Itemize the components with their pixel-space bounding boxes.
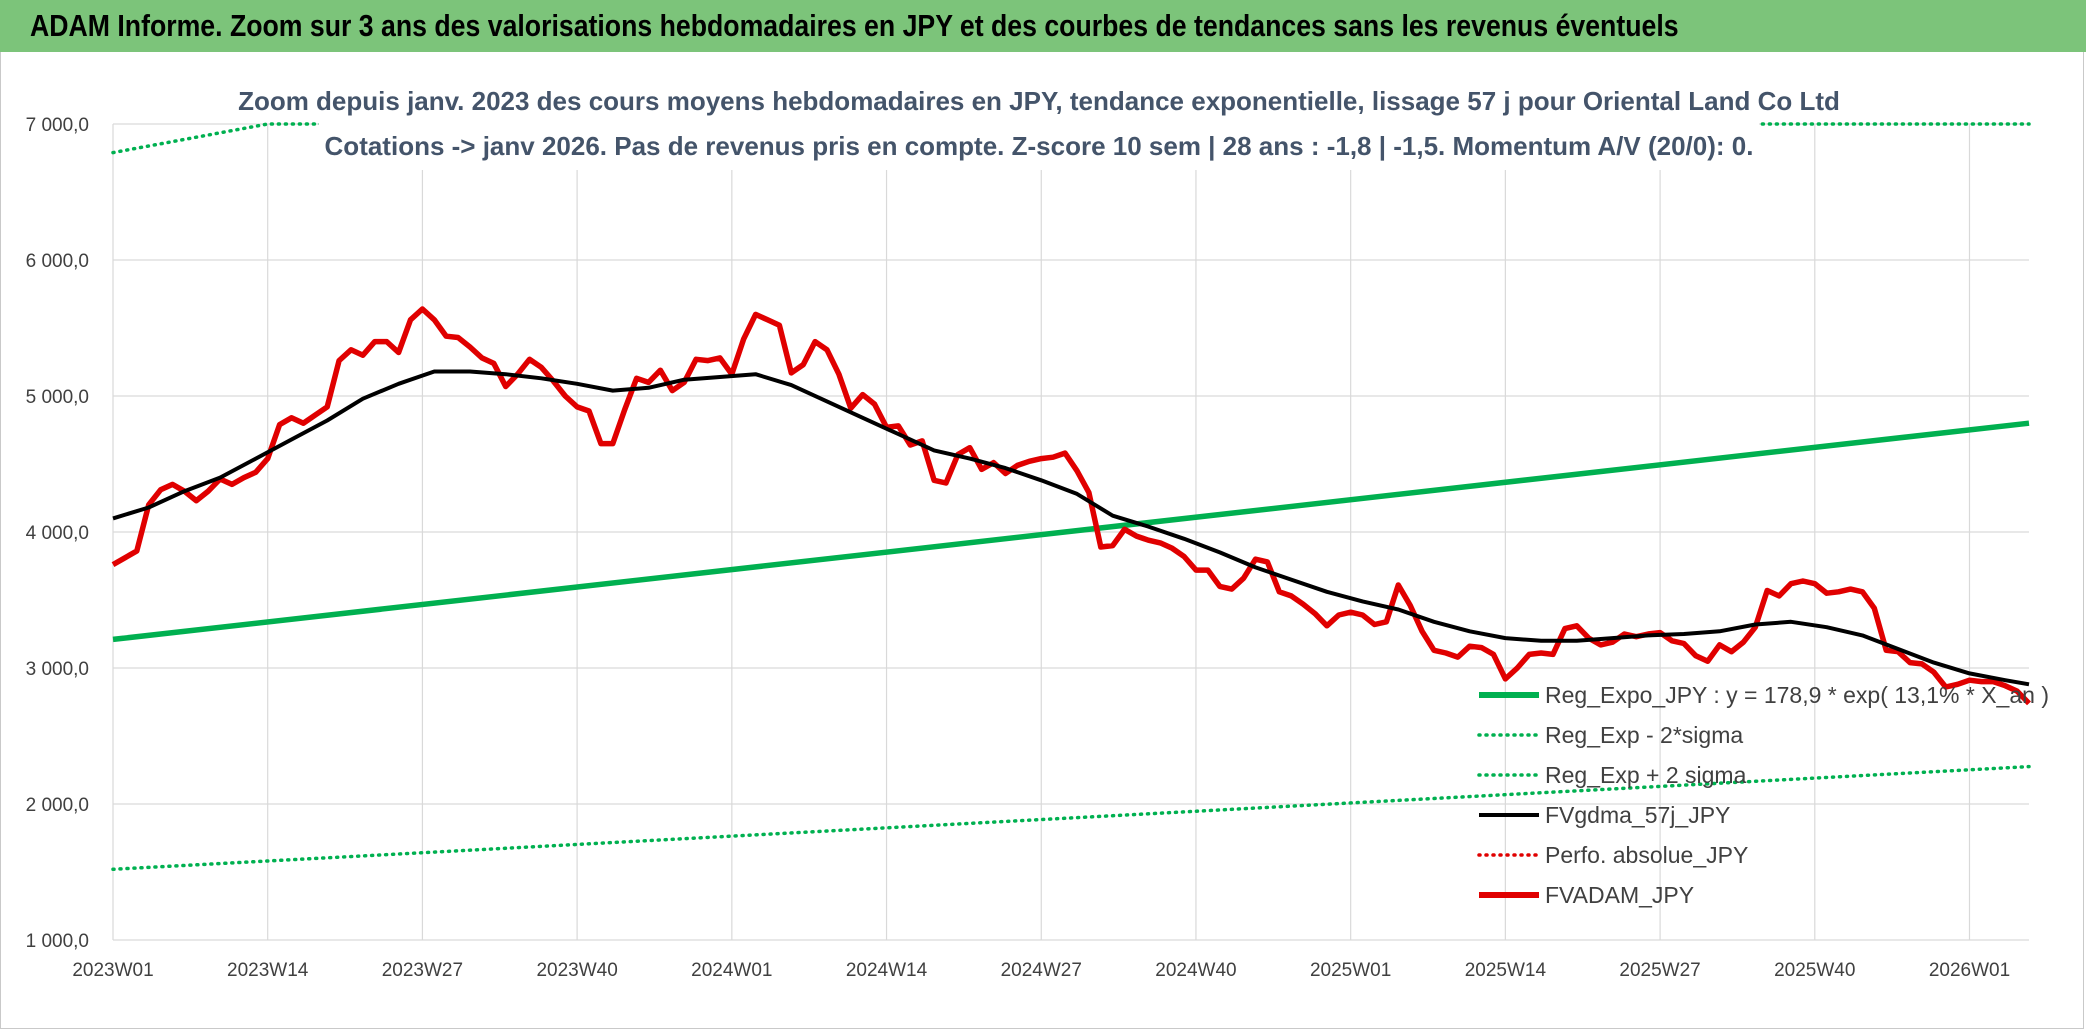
y-tick-label: 3 000,0 <box>26 659 89 680</box>
x-tick-label: 2026W01 <box>1929 960 2010 981</box>
x-tick-label: 2025W01 <box>1310 960 1391 981</box>
legend-label-fvadam: FVADAM_JPY <box>1545 882 1694 908</box>
legend-label-reg: Reg_Expo_JPY : y = 178,9 * exp( 13,1% * … <box>1545 682 2049 708</box>
y-tick-label: 5 000,0 <box>26 387 89 408</box>
y-tick-label: 6 000,0 <box>26 251 89 272</box>
series-line-fvadam <box>111 306 2031 706</box>
legend-label-upper: Reg_Exp + 2 sigma <box>1545 762 1747 788</box>
y-tick-label: 2 000,0 <box>26 795 89 816</box>
report-header: ADAM Informe. Zoom sur 3 ans des valoris… <box>0 0 2086 52</box>
legend-label-fvgdma: FVgdma_57j_JPY <box>1545 802 1730 828</box>
chart: 1 000,0 2 000,0 3 000,0 4 000,0 5 000,0 6 000… <box>26 80 2049 981</box>
x-tick-label: 2023W01 <box>72 960 153 981</box>
x-axis: 2023W01 2023W14 2023W27 2023W40 2024W01 2024W… <box>72 960 2010 981</box>
legend: Reg_Expo_JPY : y = 178,9 * exp( 13,1% * … <box>1477 682 2049 908</box>
y-tick-label: 4 000,0 <box>26 523 89 544</box>
x-tick-label: 2023W27 <box>382 960 463 981</box>
y-axis: 1 000,0 2 000,0 3 000,0 4 000,0 5 000,0 6 000… <box>26 115 89 952</box>
x-tick-label: 2025W40 <box>1774 960 1855 981</box>
series-line-reg <box>112 420 2030 643</box>
x-tick-label: 2023W14 <box>227 960 309 981</box>
series-line-lower <box>111 764 2031 872</box>
series-layer <box>111 122 2031 872</box>
y-tick-label: 1 000,0 <box>26 931 89 952</box>
x-tick-label: 2024W27 <box>1001 960 1082 981</box>
y-tick-label: 7 000,0 <box>26 115 89 136</box>
x-tick-label: 2023W40 <box>536 960 617 981</box>
x-tick-label: 2024W40 <box>1155 960 1236 981</box>
series-line-fvgdma <box>112 369 2030 687</box>
chart-title-line-2: Cotations -> janv 2026. Pas de revenus p… <box>325 131 1754 161</box>
legend-label-perfo: Perfo. absolue_JPY <box>1545 842 1748 868</box>
x-tick-label: 2024W01 <box>691 960 772 981</box>
x-tick-label: 2025W14 <box>1465 960 1547 981</box>
x-tick-label: 2024W14 <box>846 960 928 981</box>
legend-label-lower: Reg_Exp - 2*sigma <box>1545 722 1743 748</box>
report-title: ADAM Informe. Zoom sur 3 ans des valoris… <box>30 8 1679 43</box>
chart-frame: 1 000,0 2 000,0 3 000,0 4 000,0 5 000,0 6 000… <box>0 52 2084 1029</box>
title-background <box>319 80 1759 170</box>
x-tick-label: 2025W27 <box>1619 960 1700 981</box>
chart-title-line-1: Zoom depuis janv. 2023 des cours moyens … <box>238 86 1840 116</box>
